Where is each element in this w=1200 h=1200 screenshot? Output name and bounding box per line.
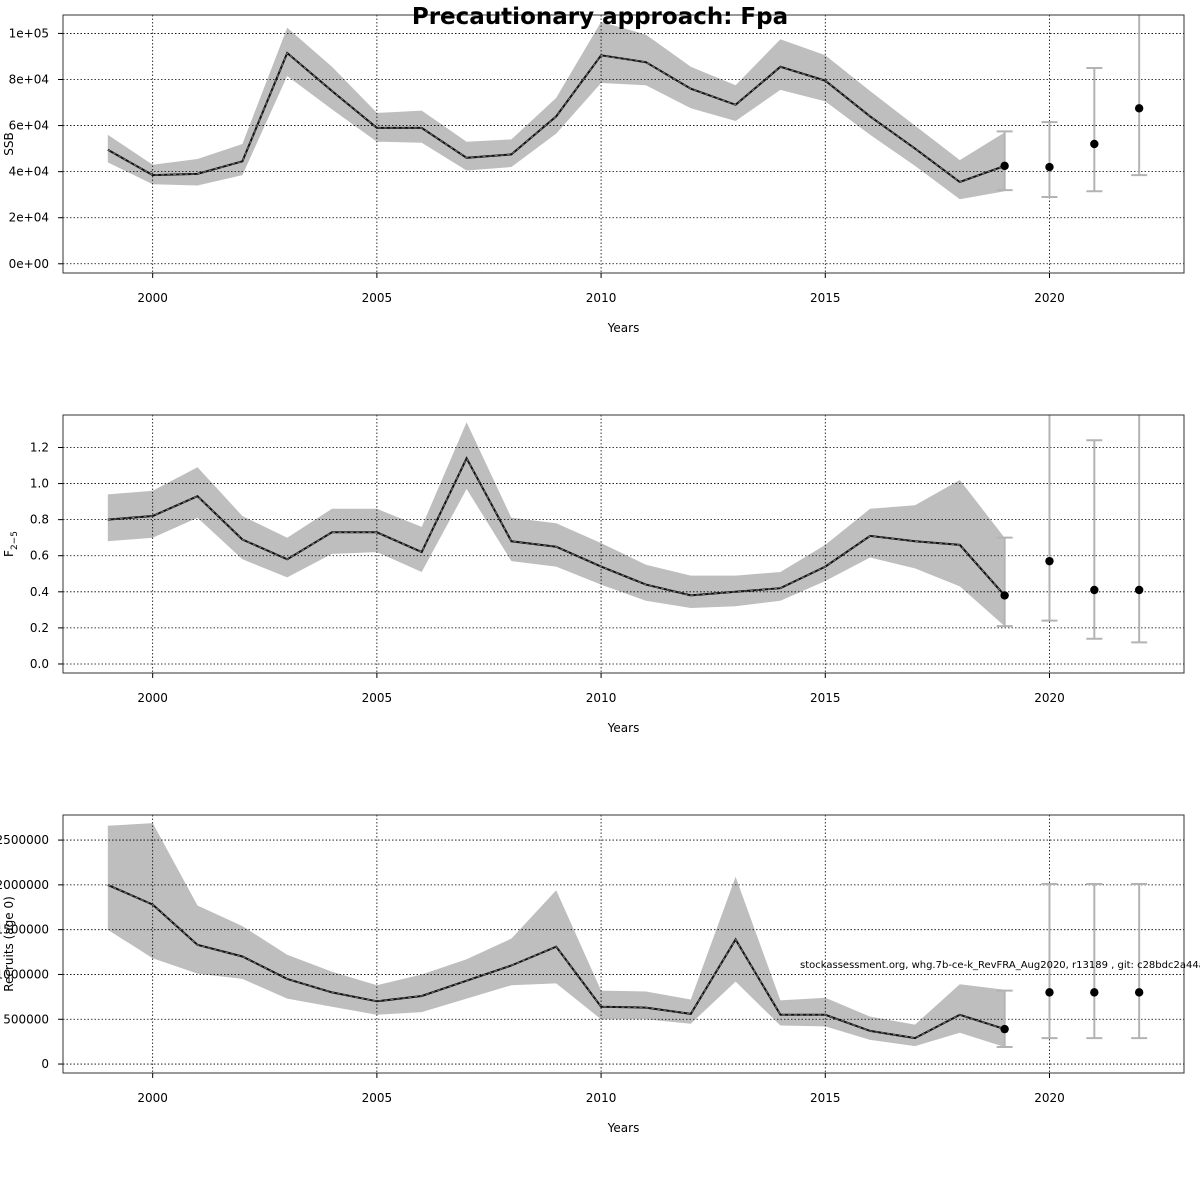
forecast-point xyxy=(1134,988,1144,997)
x-tick-label: 2005 xyxy=(362,291,393,305)
estimate-line-dash xyxy=(107,884,1005,1039)
forecast-point xyxy=(1045,988,1054,997)
forecast-point xyxy=(1134,104,1144,113)
chart-panel-3: 2000 2005 2010 2015 2020 0 500000 1000000 150000… xyxy=(0,814,1185,1135)
x-tick-label: 2010 xyxy=(586,1091,617,1105)
x-axis-title: Years xyxy=(607,321,640,335)
x-tick-label: 2000 xyxy=(137,691,168,705)
forecast-point xyxy=(1045,162,1054,172)
y-tick-label: 2000000 xyxy=(0,878,49,892)
x-tick-label: 2010 xyxy=(586,691,617,705)
chart-panel-2: 2000 2005 2010 2015 2020 0.0 0.2 0.4 0.6 0.8 1.0 1.… xyxy=(2,414,1185,735)
y-tick-label: 0.4 xyxy=(30,585,49,599)
y-tick-label: 1e+05 xyxy=(9,26,49,40)
chart-panel-1: 2000 2005 2010 2015 2020 0e+00 2e+04 4e+04 6e+04… xyxy=(2,14,1185,335)
y-tick-label: 0.6 xyxy=(30,549,49,563)
estimate-line-dash xyxy=(107,457,1005,596)
x-tick-label: 2000 xyxy=(137,1091,168,1105)
y-tick-label: 500000 xyxy=(3,1012,49,1026)
y-tick-label: 0.2 xyxy=(30,621,49,635)
y-tick-label: 1.0 xyxy=(30,477,49,491)
forecast-point xyxy=(1045,556,1054,566)
y-tick-label: 0.0 xyxy=(30,657,49,671)
y-axis-title-subscript: 2−5 xyxy=(10,531,20,550)
x-tick-label: 2020 xyxy=(1034,1091,1065,1105)
plot-frame xyxy=(62,414,1185,674)
confidence-band xyxy=(107,21,1005,200)
plot-frame xyxy=(62,814,1185,1074)
y-axis-title: SSB xyxy=(2,132,16,155)
x-tick-label: 2010 xyxy=(586,291,617,305)
plot-frame xyxy=(62,14,1185,274)
y-tick-label: 1000000 xyxy=(0,967,49,981)
y-axis-title: F2−5 xyxy=(2,531,20,557)
forecast-point xyxy=(1000,591,1009,600)
y-tick-label: 1.2 xyxy=(30,440,49,454)
x-tick-label: 2005 xyxy=(362,1091,393,1105)
estimate-line-dash xyxy=(107,52,1005,183)
y-tick-label: 0 xyxy=(41,1057,49,1071)
chart-title: Precautionary approach: Fpa xyxy=(412,4,788,30)
y-tick-label: 2500000 xyxy=(0,833,49,847)
confidence-band xyxy=(107,823,1005,1047)
x-tick-label: 2015 xyxy=(810,691,841,705)
forecast-point xyxy=(1134,585,1144,595)
x-tick-label: 2020 xyxy=(1034,291,1065,305)
y-tick-label: 6e+04 xyxy=(9,119,49,133)
x-tick-label: 2000 xyxy=(137,291,168,305)
forecast-point xyxy=(1000,161,1009,171)
x-tick-label: 2015 xyxy=(810,291,841,305)
y-tick-label: 0.8 xyxy=(30,513,49,527)
x-tick-label: 2005 xyxy=(362,691,393,705)
x-axis-title: Years xyxy=(607,721,640,735)
y-tick-label: 0e+00 xyxy=(9,257,49,271)
forecast-point xyxy=(1000,1024,1009,1034)
x-tick-label: 2015 xyxy=(810,1091,841,1105)
y-tick-label: 4e+04 xyxy=(9,165,49,179)
forecast-point xyxy=(1090,988,1099,997)
y-tick-label: 1500000 xyxy=(0,923,49,937)
confidence-band xyxy=(107,422,1005,627)
y-tick-label: 2e+04 xyxy=(9,211,49,225)
y-tick-label: 8e+04 xyxy=(9,73,49,87)
x-tick-label: 2020 xyxy=(1034,691,1065,705)
forecast-point xyxy=(1090,585,1099,595)
forecast-point xyxy=(1090,139,1099,149)
x-axis-title: Years xyxy=(607,1121,640,1135)
chart-annotation: stockassessment.org, whg.7b-ce-k_RevFRA_… xyxy=(800,960,1200,971)
y-axis-title: Recruits (age 0) xyxy=(2,896,16,992)
